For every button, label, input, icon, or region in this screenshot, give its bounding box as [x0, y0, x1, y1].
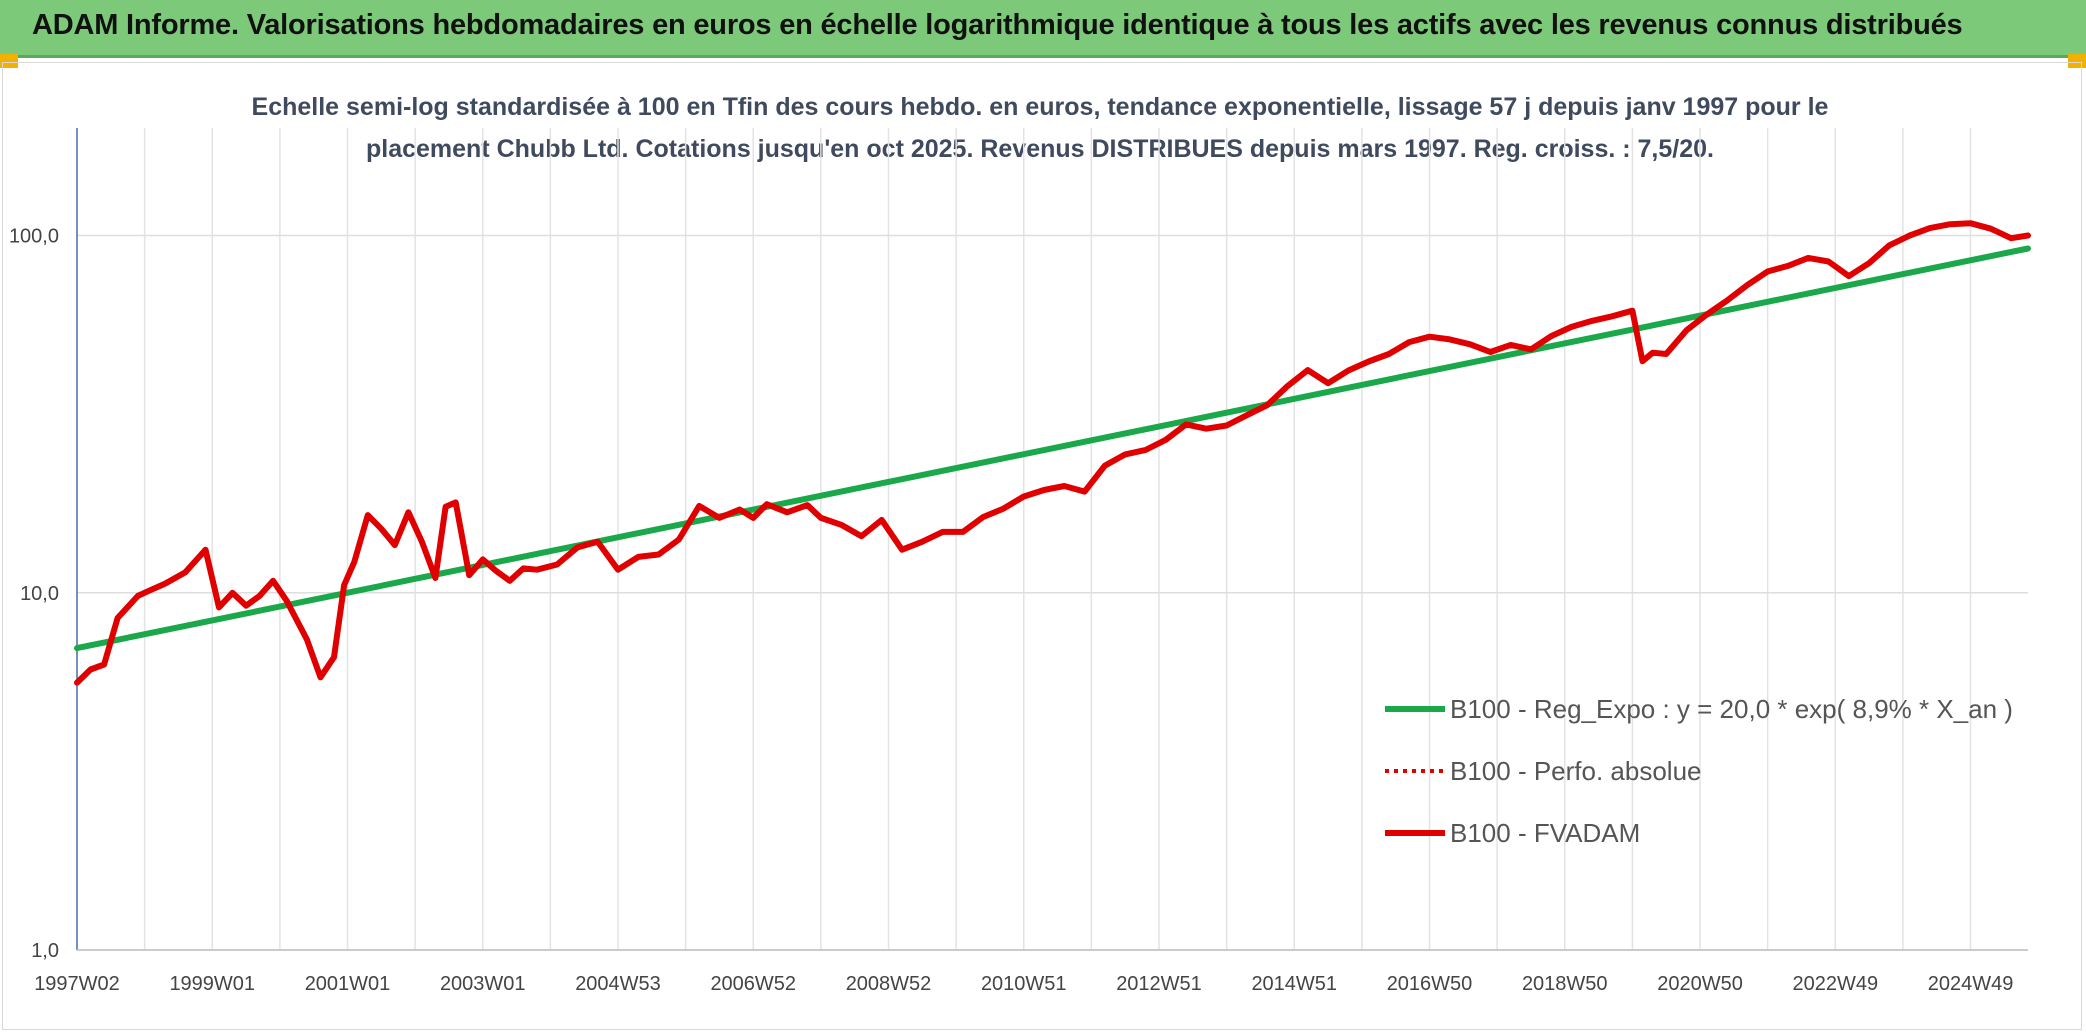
x-tick-label: 2014W51 [1251, 973, 1337, 995]
page-title: ADAM Informe. Valorisations hebdomadaire… [32, 9, 1963, 41]
series-line-2 [74, 220, 2031, 686]
x-tick-label: 2012W51 [1116, 973, 1202, 995]
x-tick-label: 2022W49 [1792, 973, 1878, 995]
corner-marker-left [0, 54, 18, 68]
chart-frame [2, 62, 2082, 1030]
x-tick-label: 2003W01 [440, 973, 526, 995]
x-tick-label: 1997W02 [34, 973, 120, 995]
x-tick-label: 2016W50 [1387, 973, 1473, 995]
legend: B100 - Reg_Expo : y = 20,0 * exp( 8,9% *… [1385, 694, 2013, 848]
header-bar: ADAM Informe. Valorisations hebdomadaire… [0, 0, 2086, 58]
series-layer [74, 220, 2031, 686]
series-line-0 [74, 245, 2031, 652]
legend-label-2: B100 - FVADAM [1450, 818, 1640, 848]
x-tick-label: 2018W50 [1522, 973, 1608, 995]
x-tick-label: 2001W01 [305, 973, 391, 995]
y-tick-label: 100,0 [9, 226, 59, 248]
legend-label-1: B100 - Perfo. absolue [1450, 756, 1702, 786]
chart-subtitle-line-2: placement Chubb Ltd. Cotations jusqu'en … [366, 135, 1714, 163]
y-tick-label: 10,0 [20, 583, 59, 605]
axis-layer: 1,0 10,0 100,0 1997W02 1999W01 2001W01 2003W01… [9, 128, 2028, 995]
chart-subtitle-line-1: Echelle semi-log standardisée à 100 en T… [252, 93, 1829, 121]
x-tick-label: 2006W52 [710, 973, 796, 995]
x-tick-label: 2004W53 [575, 973, 661, 995]
x-tick-label: 2008W52 [846, 973, 932, 995]
x-tick-label: 2010W51 [981, 973, 1067, 995]
y-tick-label: 1,0 [31, 940, 59, 962]
x-tick-label: 2024W49 [1928, 973, 2014, 995]
grid-layer [76, 128, 2028, 951]
x-tick-label: 1999W01 [169, 973, 255, 995]
legend-label-0: B100 - Reg_Expo : y = 20,0 * exp( 8,9% *… [1450, 694, 2013, 724]
x-tick-label: 2020W50 [1657, 973, 1743, 995]
